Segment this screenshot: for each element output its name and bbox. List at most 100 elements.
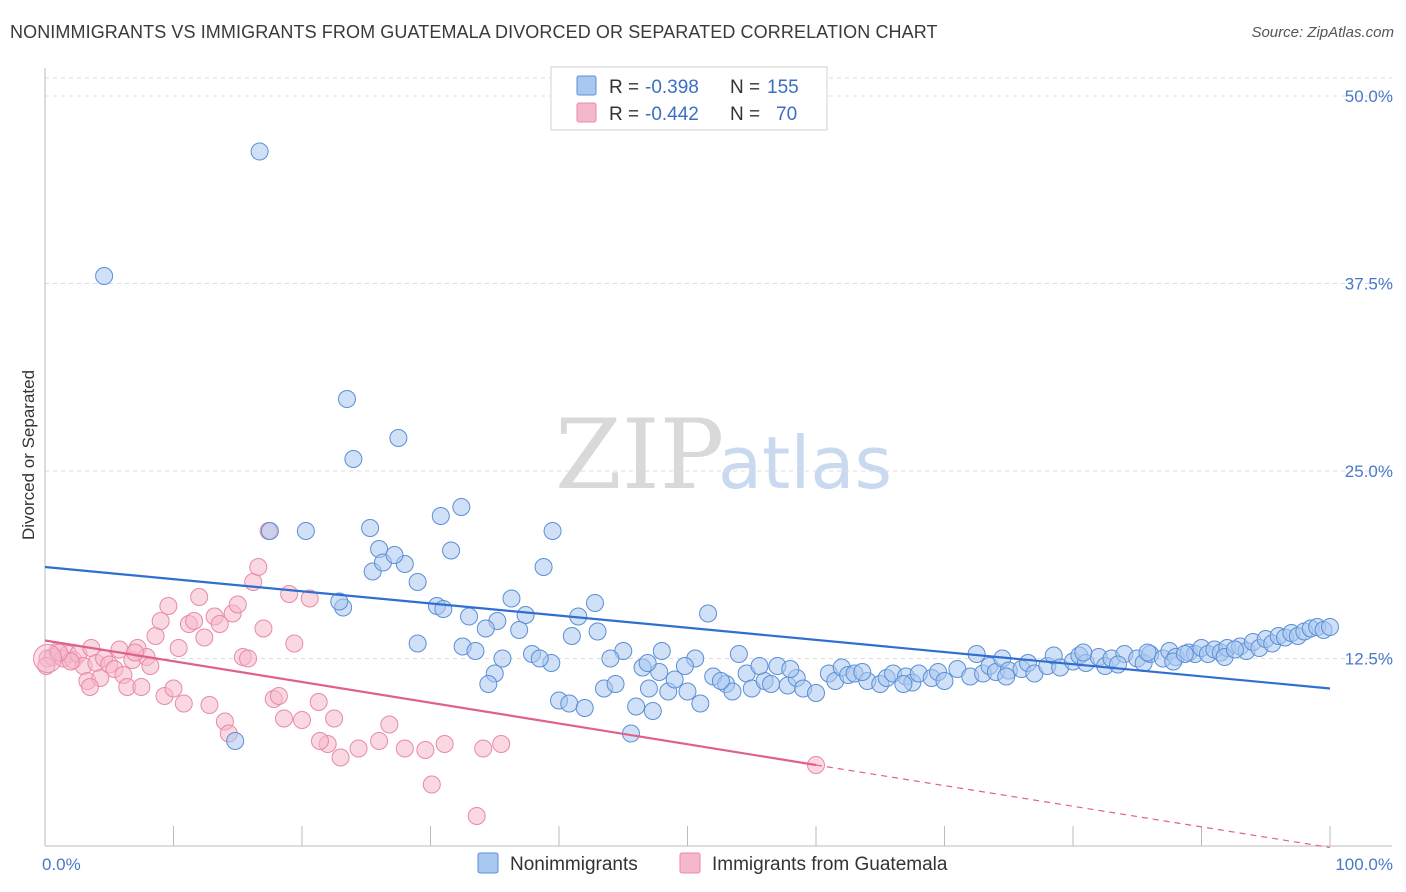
grid-lines bbox=[45, 77, 1392, 659]
point-nonimmigrant-7 bbox=[361, 519, 380, 537]
series-immigrants-guatemala bbox=[33, 522, 825, 825]
point-guatemala-63 bbox=[416, 741, 435, 759]
point-nonimmigrant-30 bbox=[479, 675, 498, 693]
legend-swatch-pink bbox=[576, 102, 597, 123]
point-guatemala-48 bbox=[269, 687, 288, 705]
point-guatemala-66 bbox=[422, 775, 441, 794]
point-guatemala-22 bbox=[141, 657, 160, 675]
watermark-zip: ZIP bbox=[555, 399, 724, 511]
point-guatemala-58 bbox=[325, 709, 344, 728]
point-guatemala-60 bbox=[370, 732, 389, 750]
y-tick-label-2: 37.5% bbox=[1345, 275, 1393, 294]
point-guatemala-26 bbox=[159, 597, 178, 615]
point-nonimmigrant-21 bbox=[585, 594, 604, 612]
point-guatemala-32 bbox=[190, 588, 209, 606]
point-nonimmigrant-17 bbox=[502, 589, 521, 608]
point-nonimmigrant-27 bbox=[466, 642, 485, 660]
point-nonimmigrant-47 bbox=[665, 670, 684, 689]
point-nonimmigrant-51 bbox=[699, 604, 718, 623]
point-nonimmigrant-150 bbox=[385, 546, 404, 564]
point-guatemala-31 bbox=[185, 612, 204, 630]
point-guatemala-57 bbox=[349, 739, 368, 758]
trend-line-guatemala-extension bbox=[815, 764, 1331, 849]
legend-r-value-1: -0.398 bbox=[645, 77, 699, 98]
point-nonimmigrant-2 bbox=[337, 390, 356, 408]
bottom-legend-swatch-guatemala bbox=[679, 852, 701, 874]
legend-frame bbox=[550, 66, 828, 131]
point-nonimmigrant-142 bbox=[675, 657, 694, 675]
point-guatemala-72 bbox=[50, 643, 69, 662]
point-guatemala-67 bbox=[474, 739, 493, 758]
point-guatemala-59 bbox=[380, 715, 399, 734]
point-nonimmigrant-137 bbox=[894, 675, 913, 693]
point-guatemala-51 bbox=[285, 634, 304, 653]
point-guatemala-42 bbox=[239, 649, 258, 668]
point-nonimmigrant-127 bbox=[1321, 618, 1339, 636]
point-nonimmigrant-45 bbox=[643, 702, 662, 720]
point-nonimmigrant-35 bbox=[560, 694, 579, 713]
y-tick-label-1: 25.0% bbox=[1345, 462, 1393, 481]
point-guatemala-62 bbox=[395, 739, 414, 758]
legend-n-value-1: 155 bbox=[767, 77, 799, 98]
point-nonimmigrant-38 bbox=[606, 675, 625, 693]
point-nonimmigrant-14 bbox=[408, 573, 427, 591]
point-nonimmigrant-24 bbox=[226, 732, 245, 750]
point-nonimmigrant-54 bbox=[723, 682, 742, 701]
watermark-atlas: atlas bbox=[718, 421, 892, 505]
point-nonimmigrant-9 bbox=[260, 522, 279, 540]
point-guatemala-28 bbox=[169, 639, 188, 657]
legend-r-label-2: R = bbox=[609, 104, 639, 125]
point-guatemala-61 bbox=[310, 732, 329, 750]
point-nonimmigrant-139 bbox=[781, 660, 800, 678]
point-guatemala-33 bbox=[195, 628, 214, 647]
point-nonimmigrant-3 bbox=[344, 450, 363, 468]
point-guatemala-20 bbox=[132, 678, 151, 696]
y-tick-labels: 12.5% 25.0% 37.5% 50.0% bbox=[1345, 87, 1393, 669]
point-nonimmigrant-8 bbox=[296, 522, 315, 540]
point-guatemala-56 bbox=[331, 748, 350, 767]
point-guatemala-44 bbox=[249, 558, 268, 576]
legend-box: R = -0.398 N = 155 R = -0.442 N = 70 bbox=[550, 66, 828, 131]
point-nonimmigrant-141 bbox=[711, 672, 730, 690]
point-nonimmigrant-55 bbox=[729, 645, 748, 663]
point-guatemala-52 bbox=[293, 711, 311, 729]
point-guatemala-34 bbox=[200, 696, 219, 714]
point-nonimmigrant-59 bbox=[762, 675, 781, 693]
point-nonimmigrant-4 bbox=[389, 429, 408, 447]
point-guatemala-27 bbox=[164, 679, 183, 698]
point-nonimmigrant-18 bbox=[534, 558, 553, 576]
watermark: ZIP atlas bbox=[555, 399, 892, 511]
y-tick-label-0: 12.5% bbox=[1345, 650, 1393, 669]
x-tick-label-0: 0.0% bbox=[42, 855, 81, 874]
point-nonimmigrant-5 bbox=[452, 498, 471, 516]
point-guatemala-large bbox=[33, 644, 63, 673]
point-nonimmigrant-64 bbox=[807, 684, 825, 702]
legend-n-label-2: N = bbox=[730, 104, 760, 125]
point-nonimmigrant-50 bbox=[691, 694, 710, 713]
legend-n-value-2: 70 bbox=[776, 104, 797, 125]
point-nonimmigrant-154 bbox=[638, 654, 657, 672]
point-nonimmigrant-151 bbox=[431, 507, 450, 525]
point-nonimmigrant-19 bbox=[516, 606, 535, 624]
point-guatemala-70 bbox=[37, 657, 56, 675]
point-guatemala-74 bbox=[80, 678, 99, 696]
point-guatemala-23 bbox=[146, 627, 165, 645]
point-nonimmigrant-6 bbox=[543, 522, 562, 540]
legend-r-value-2: -0.442 bbox=[645, 104, 699, 125]
point-guatemala-50 bbox=[280, 585, 299, 603]
point-nonimmigrant-79 bbox=[935, 672, 954, 690]
point-nonimmigrant-145 bbox=[588, 622, 607, 641]
trend-line-nonimmigrants bbox=[44, 565, 1331, 690]
series-nonimmigrants bbox=[95, 142, 1339, 750]
point-nonimmigrant-48 bbox=[678, 682, 697, 701]
point-guatemala-40 bbox=[228, 595, 247, 614]
point-nonimmigrant-140 bbox=[750, 657, 769, 675]
x-tick-label-1: 100.0% bbox=[1335, 855, 1393, 874]
point-nonimmigrant-134 bbox=[1175, 645, 1194, 663]
point-guatemala-65 bbox=[467, 807, 486, 825]
legend-swatch-blue bbox=[576, 75, 597, 96]
point-nonimmigrant-33 bbox=[562, 627, 581, 645]
point-nonimmigrant-25 bbox=[408, 634, 427, 653]
point-nonimmigrant-28 bbox=[493, 649, 512, 668]
trend-lines bbox=[44, 565, 1331, 849]
